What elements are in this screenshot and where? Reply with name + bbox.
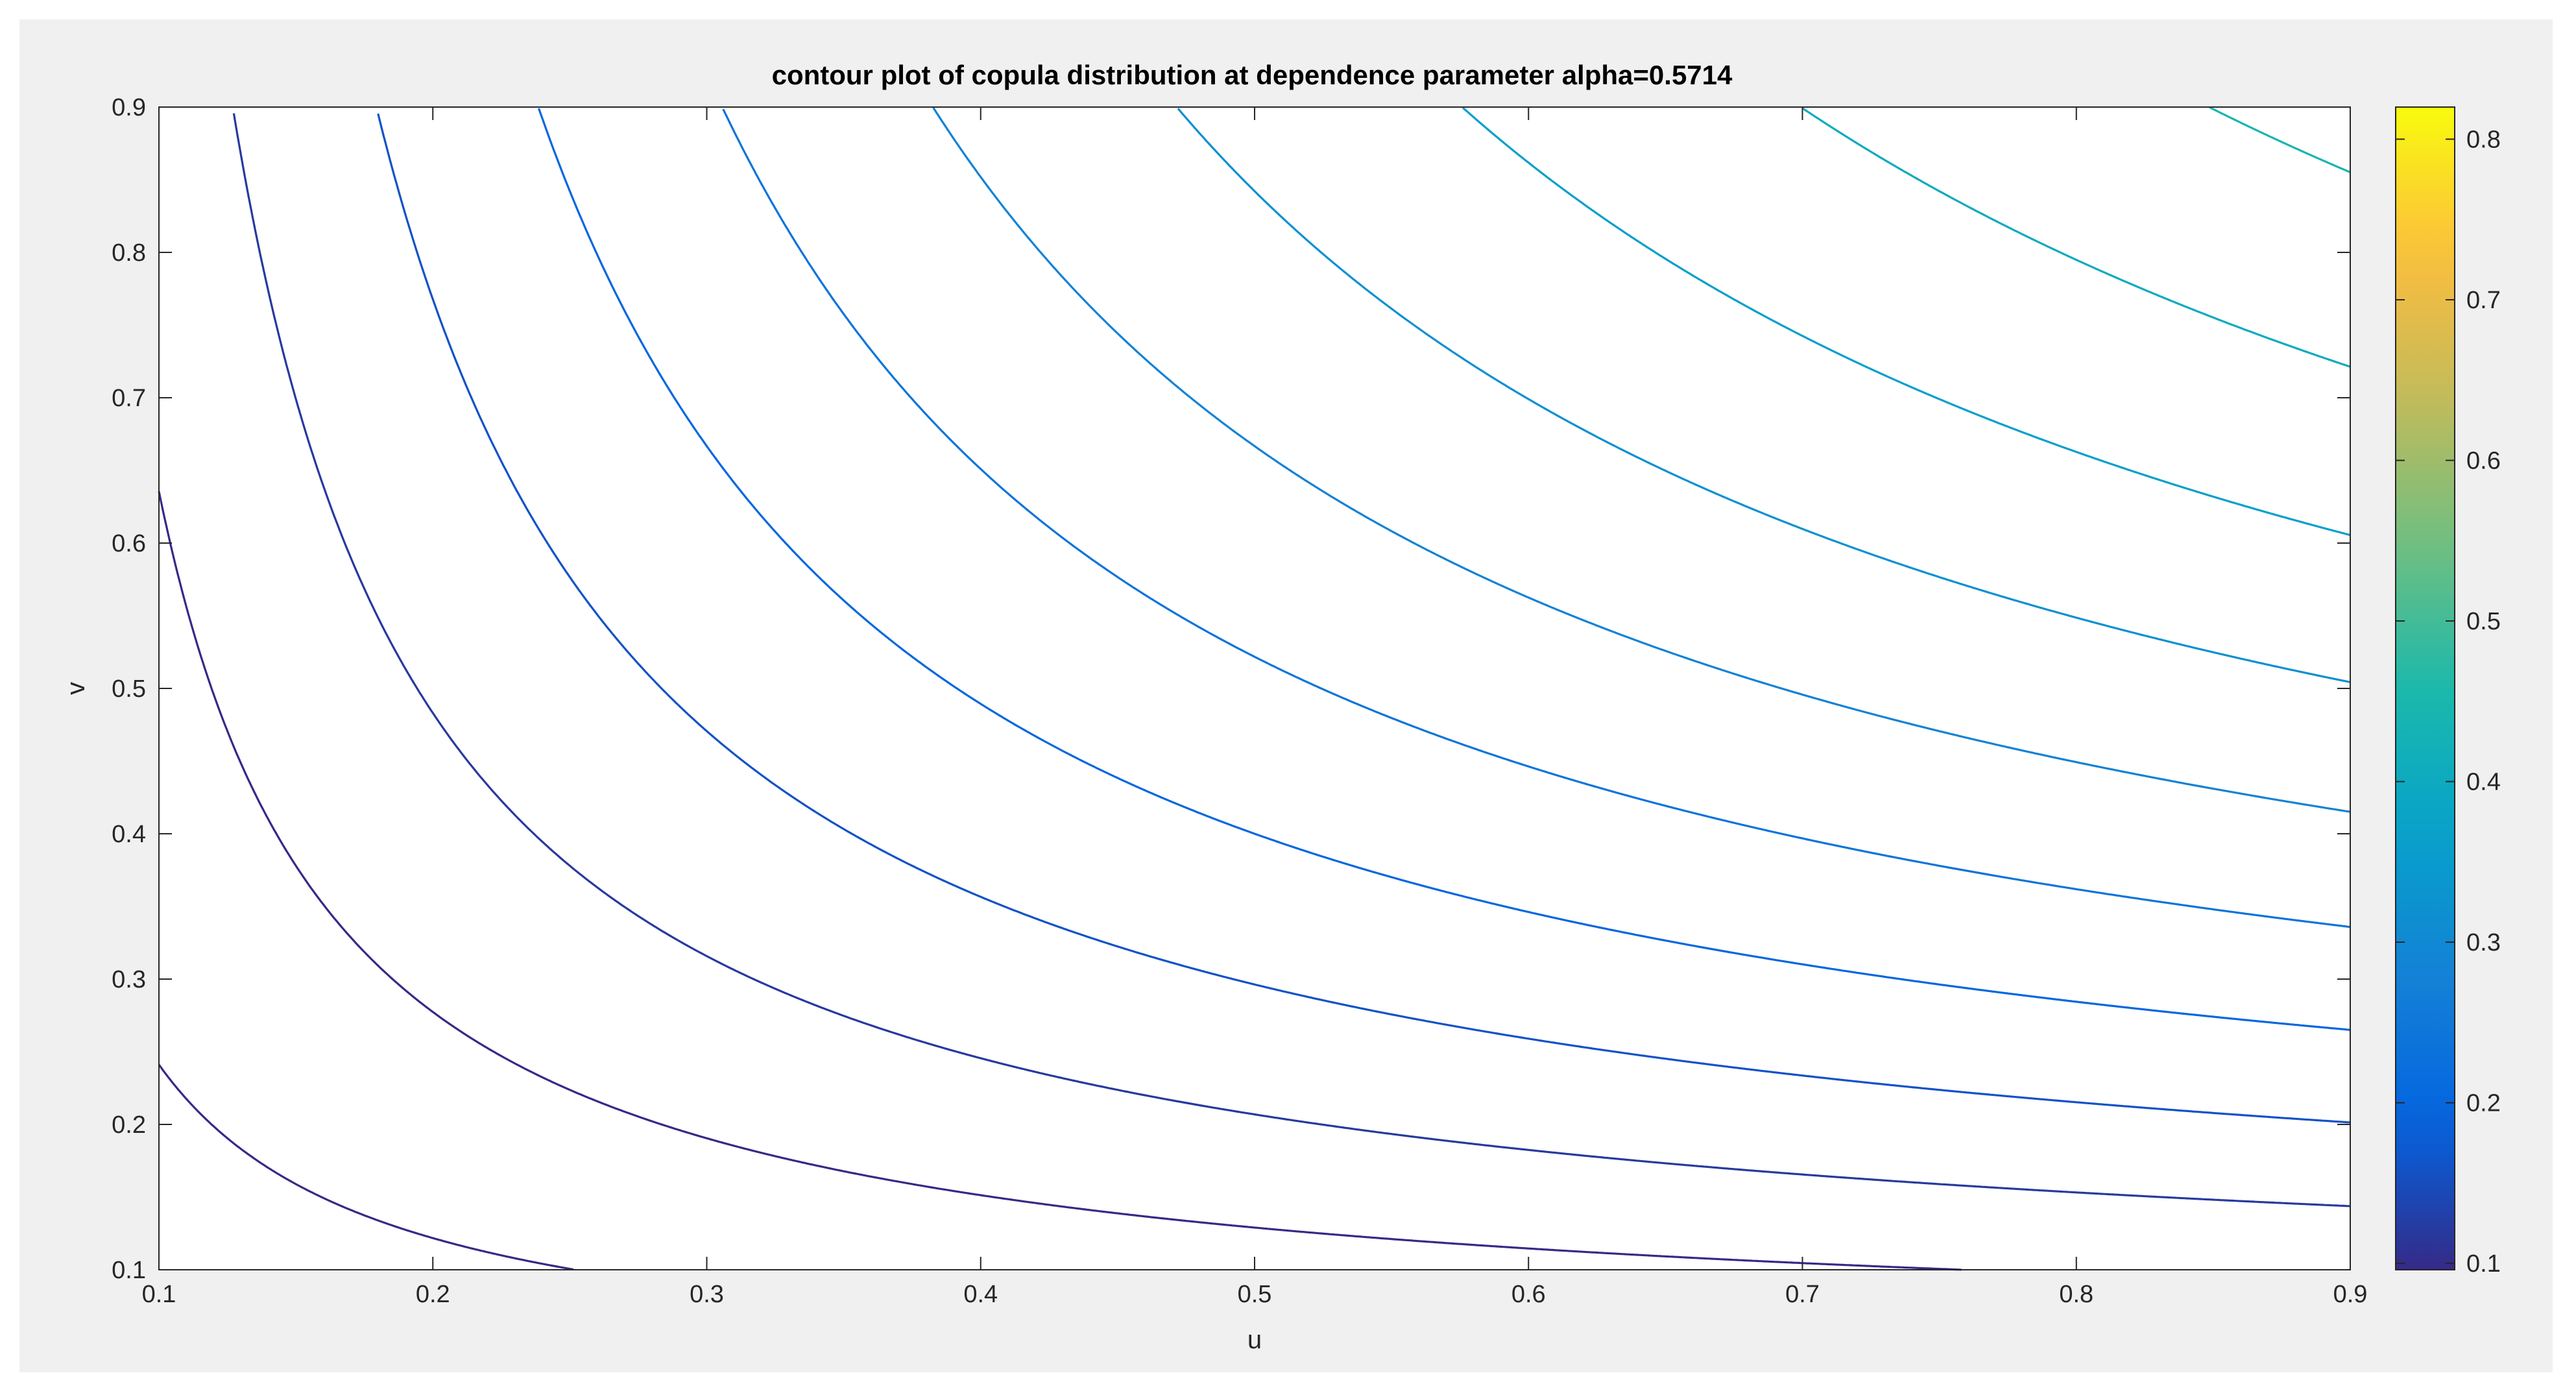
y-tick-label: 0.8 [112, 239, 146, 267]
contour-line-9 [1462, 106, 2351, 537]
y-axis: 0.1 0.2 0.3 0.4 0.5 0.6 0.7 0.8 0.9 [112, 94, 2350, 1284]
x-tick-label: 0.5 [1238, 1281, 1272, 1308]
y-tick-label: 0.1 [112, 1257, 146, 1284]
colorbar-frame [2395, 106, 2455, 1270]
x-tick-label: 0.9 [2333, 1281, 2368, 1308]
x-tick-label: 0.4 [963, 1281, 998, 1308]
colorbar-tick-label: 0.5 [2466, 608, 2501, 635]
colorbar-tick-label: 0.8 [2466, 127, 2501, 154]
x-tick-label: 0.3 [690, 1281, 724, 1308]
x-axis: 0.1 0.2 0.3 0.4 0.5 0.6 0.7 0.8 0.9 [142, 107, 2368, 1308]
contour-line-6 [722, 108, 2351, 928]
x-tick-label: 0.1 [142, 1281, 176, 1308]
y-tick-label: 0.3 [112, 966, 146, 993]
y-tick-label: 0.9 [112, 94, 146, 121]
x-tick-label: 0.2 [416, 1281, 450, 1308]
colorbar-tick-label: 0.3 [2466, 929, 2501, 956]
contour-line-10 [1801, 107, 2351, 368]
contour-line-8 [1177, 108, 2351, 683]
chart-title: contour plot of copula distribution at d… [772, 60, 1733, 90]
contour-line-3 [232, 113, 2351, 1207]
contour-line-2 [158, 491, 1962, 1271]
y-axis-label: v [62, 682, 90, 695]
colorbar-tick-label: 0.7 [2466, 287, 2501, 314]
x-tick-label: 0.6 [1511, 1281, 1546, 1308]
colorbar-tick-label: 0.1 [2466, 1250, 2501, 1278]
contour-line-5 [537, 108, 2351, 1031]
y-tick-label: 0.6 [112, 530, 146, 557]
colorbar-tick-label: 0.4 [2466, 769, 2501, 796]
plot-area [159, 107, 2350, 1270]
y-tick-label: 0.5 [112, 675, 146, 703]
contour-line-4 [377, 113, 2351, 1124]
contour-line-11 [2209, 106, 2351, 173]
contour-line-7 [932, 106, 2351, 813]
y-tick-label: 0.7 [112, 385, 146, 412]
x-axis-label: u [1247, 1326, 1262, 1354]
y-tick-label: 0.2 [112, 1111, 146, 1139]
colorbar: 0.1 0.2 0.3 0.4 0.5 0.6 0.7 0.8 [2395, 106, 2501, 1278]
colorbar-tick-label: 0.2 [2466, 1090, 2501, 1117]
x-tick-label: 0.7 [1785, 1281, 1820, 1308]
contour-line-1 [158, 1063, 574, 1271]
colorbar-tick-label: 0.6 [2466, 448, 2501, 475]
x-tick-label: 0.8 [2059, 1281, 2093, 1308]
contour-lines [158, 106, 2351, 1271]
y-tick-label: 0.4 [112, 821, 146, 848]
colorbar-gradient [2396, 107, 2455, 1270]
